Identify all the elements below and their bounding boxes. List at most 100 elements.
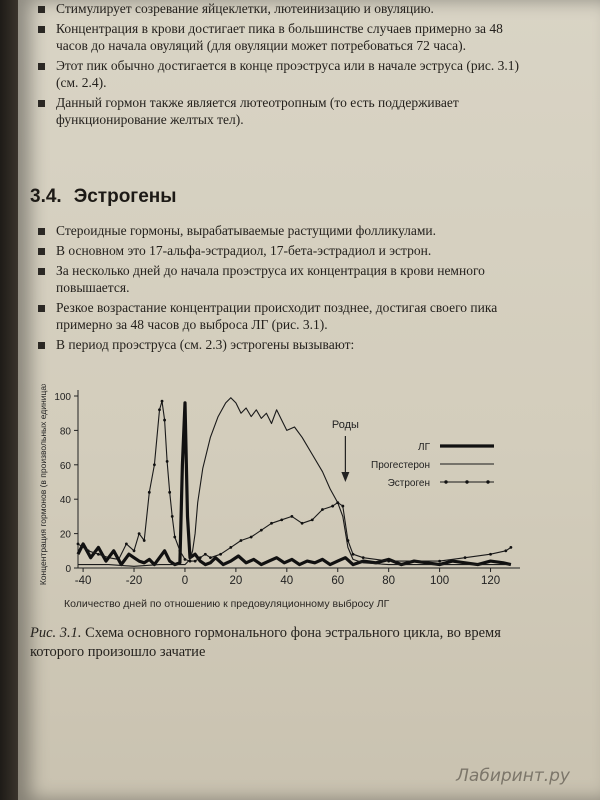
- data-point: [193, 559, 197, 563]
- data-point: [259, 528, 263, 532]
- data-point: [346, 539, 350, 542]
- data-point: [351, 552, 355, 556]
- data-point: [198, 556, 202, 560]
- data-point: [107, 556, 110, 560]
- legend-marker: [444, 480, 448, 484]
- x-axis-label: Количество дней по отношению к предовуля…: [64, 598, 390, 610]
- data-point: [229, 545, 233, 549]
- y-axis-label: Концентрация гормонов (в произвольных ед…: [38, 384, 48, 585]
- series-line-thin: [78, 397, 511, 567]
- bullet-item: Резкое возрастание концентрации происход…: [36, 299, 536, 333]
- data-point: [336, 501, 340, 505]
- y-tick-label: 0: [65, 564, 71, 575]
- data-point: [438, 559, 442, 563]
- series-line-thick: [76, 401, 512, 567]
- x-tick-label: 20: [229, 575, 242, 587]
- hormone-chart-svg: 0 20 40 60 80 100 -40 -20 0 20 40 60 80 100 120 Концент…: [38, 384, 520, 587]
- y-tick-label: 100: [54, 392, 71, 403]
- legend-label: Прогестерон: [371, 460, 430, 471]
- data-point: [270, 521, 273, 525]
- chart-axes: 0 20 40 60 80 100 -40 -20 0 20 40 60 80 100 120 Концент…: [38, 384, 520, 587]
- bullet-item: Концентрация в крови достигает пика в бо…: [36, 20, 536, 54]
- watermark-logo: Лабиринт.ру: [456, 766, 570, 786]
- x-tick-label: 40: [280, 575, 293, 587]
- data-point: [249, 535, 253, 539]
- data-point: [183, 558, 187, 561]
- legend-label: ЛГ: [418, 442, 431, 453]
- legend-marker: [465, 480, 469, 484]
- data-point: [290, 515, 294, 518]
- data-point: [239, 539, 243, 542]
- chart-annotation: Роды: [332, 419, 359, 482]
- caption-text: Схема основного гормонального фона эстра…: [30, 625, 501, 660]
- data-point: [165, 459, 169, 463]
- data-point: [310, 518, 314, 522]
- data-point: [412, 559, 416, 563]
- x-tick-label: -40: [75, 575, 92, 587]
- y-tick-label: 40: [60, 495, 72, 506]
- data-point: [137, 532, 141, 535]
- data-point: [117, 558, 121, 561]
- data-point: [361, 556, 365, 560]
- data-point: [489, 552, 492, 556]
- y-tick-label: 60: [60, 461, 72, 472]
- y-tick-label: 20: [60, 530, 72, 541]
- data-point: [188, 559, 192, 563]
- data-point: [168, 490, 172, 494]
- x-tick-label: 60: [331, 575, 344, 587]
- data-point: [76, 542, 80, 546]
- data-point: [331, 504, 335, 508]
- data-point: [158, 408, 161, 412]
- book-spine-shadow: [0, 0, 18, 800]
- section-title: Эстрогены: [73, 186, 177, 207]
- bullet-item: В основном это 17-альфа-эстрадиол, 17-бе…: [36, 242, 536, 259]
- x-tick-label: 80: [382, 575, 395, 587]
- chart-plot: [76, 397, 513, 567]
- data-point: [132, 549, 136, 553]
- data-point: [170, 515, 174, 518]
- hormone-chart: 0 20 40 60 80 100 -40 -20 0 20 40 60 80 100 120 Концент…: [26, 384, 546, 616]
- legend-marker: [486, 480, 490, 484]
- data-point: [387, 559, 391, 563]
- bullet-item: За несколько дней до начала проэструса и…: [36, 262, 536, 296]
- data-point: [321, 508, 324, 511]
- data-point: [142, 539, 146, 542]
- data-point: [209, 556, 212, 560]
- figure-caption: Рис. 3.1. Схема основного гормонального …: [30, 624, 540, 662]
- annotation-label: Роды: [332, 419, 359, 431]
- data-point: [124, 542, 128, 546]
- data-point: [163, 418, 166, 422]
- x-tick-label: 100: [430, 575, 449, 587]
- data-point: [178, 549, 182, 553]
- bullet-item: Стимулирует созревание яйцеклетки, лютеи…: [36, 0, 536, 17]
- x-tick-label: -20: [126, 575, 143, 587]
- x-tick-label: 120: [481, 575, 500, 587]
- data-point: [219, 552, 223, 556]
- section-heading: 3.4. Эстрогены: [30, 186, 177, 208]
- data-point: [341, 504, 345, 508]
- annotation-arrow-head: [341, 472, 350, 482]
- data-point: [504, 549, 508, 553]
- caption-label: Рис. 3.1.: [30, 625, 82, 641]
- data-point: [280, 518, 284, 522]
- bullet-item: В период проэструса (см. 2.3) эстрогены …: [36, 336, 536, 353]
- estrogen-bullets: Стероидные гормоны, вырабатываемые расту…: [36, 222, 536, 356]
- book-page: [18, 0, 600, 800]
- x-tick-label: 0: [182, 575, 188, 587]
- data-point: [152, 463, 156, 467]
- legend-label: Эстроген: [388, 478, 430, 489]
- bullet-item: Стероидные гормоны, вырабатываемые расту…: [36, 222, 536, 239]
- top-bullets: Стимулирует созревание яйцеклетки, лютеи…: [36, 0, 536, 131]
- data-point: [509, 545, 513, 549]
- data-point: [463, 556, 467, 560]
- data-point: [86, 549, 90, 553]
- data-point: [147, 490, 151, 494]
- y-tick-label: 80: [60, 426, 72, 437]
- data-point: [160, 399, 164, 403]
- section-number: 3.4.: [30, 186, 62, 207]
- data-point: [300, 521, 304, 525]
- data-point: [96, 552, 100, 556]
- bullet-item: Данный гормон также является лютеотропны…: [36, 94, 536, 128]
- data-point: [173, 535, 177, 539]
- data-point: [203, 552, 207, 556]
